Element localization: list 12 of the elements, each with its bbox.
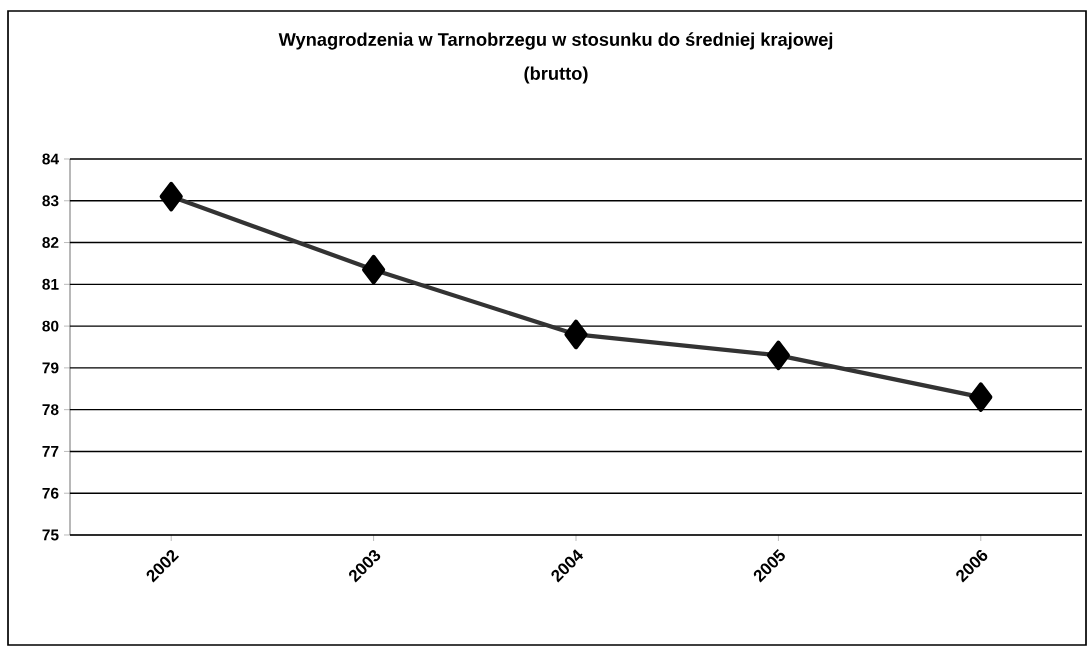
chart-title: Wynagrodzenia w Tarnobrzegu w stosunku do średniej krajowej [278, 32, 833, 50]
chart-subtitle: (brutto) [524, 66, 588, 84]
y-tick-label: 77 [42, 446, 59, 457]
y-tick-label: 80 [42, 320, 59, 332]
y-tick-label: 82 [42, 237, 59, 249]
y-tick-label: 84 [42, 153, 59, 165]
y-tick-label: 75 [42, 529, 59, 541]
y-tick-label: 79 [42, 362, 59, 374]
y-tick-label: 81 [42, 278, 59, 290]
y-tick-label: 83 [42, 195, 59, 207]
y-tick-label: 76 [42, 487, 59, 499]
y-tick-label: 78 [42, 404, 59, 416]
